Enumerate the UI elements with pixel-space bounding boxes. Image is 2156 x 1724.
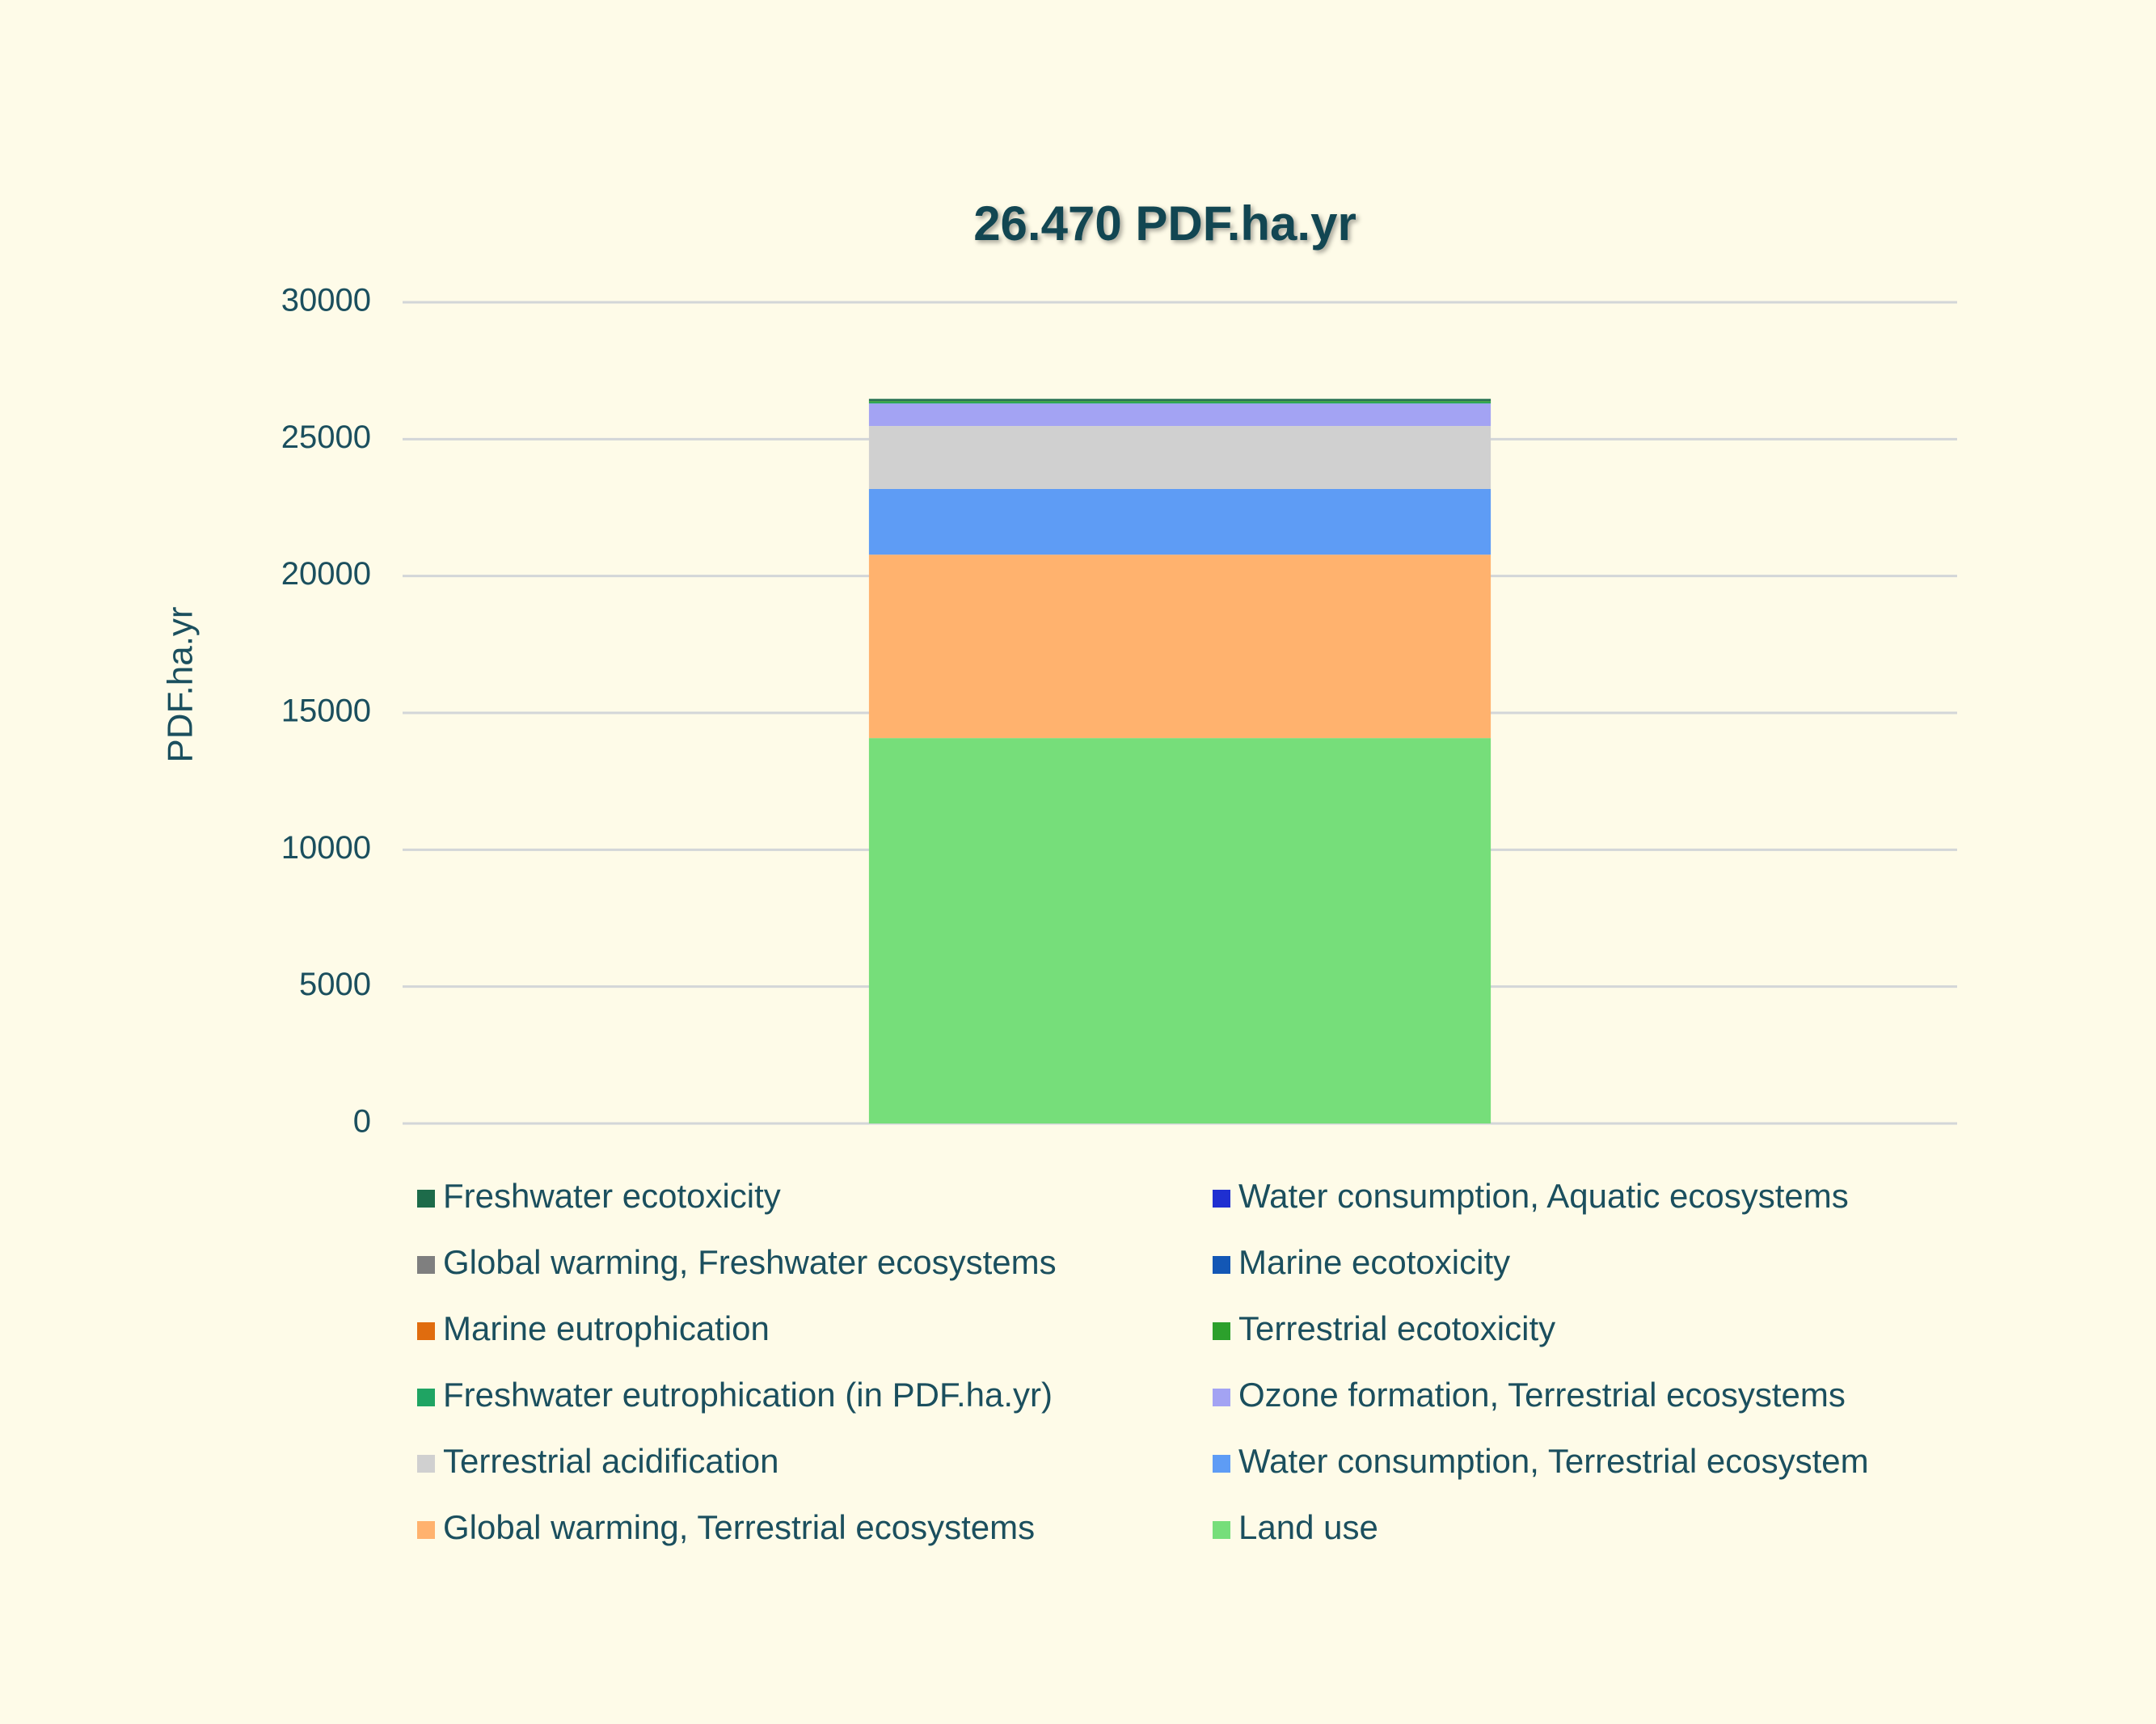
legend-swatch: [417, 1521, 435, 1539]
legend-label: Marine ecotoxicity: [1238, 1243, 1510, 1281]
legend-label: Ozone formation, Terrestrial ecosystems: [1238, 1376, 1846, 1414]
legend-swatch: [1213, 1190, 1230, 1208]
legend-swatch: [1213, 1322, 1230, 1340]
bar-segment: [868, 488, 1491, 555]
y-tick-label: 15000: [281, 693, 371, 729]
y-axis-label: PDF.ha.yr: [161, 606, 200, 762]
legend-label: Water consumption, Terrestrial ecosystem: [1238, 1442, 1869, 1480]
y-tick-label: 20000: [281, 556, 371, 592]
legend-label: Terrestrial acidification: [443, 1442, 779, 1480]
legend-swatch: [417, 1322, 435, 1340]
legend-label: Freshwater ecotoxicity: [443, 1177, 781, 1215]
legend-swatch: [417, 1256, 435, 1274]
bar-segment: [868, 554, 1491, 739]
y-tick-label: 25000: [281, 419, 371, 455]
legend-label: Land use: [1238, 1508, 1378, 1546]
chart-title: 26.470 PDF.ha.yr: [973, 196, 1356, 251]
bar-segment: [868, 398, 1491, 401]
legend-swatch: [417, 1389, 435, 1406]
bar-segment: [868, 401, 1491, 403]
legend-label: Global warming, Freshwater ecosystems: [443, 1243, 1057, 1281]
legend-swatch: [417, 1455, 435, 1473]
y-tick-label: 0: [353, 1104, 371, 1140]
y-tick-label: 5000: [299, 967, 371, 1002]
legend-swatch: [1213, 1256, 1230, 1274]
legend-swatch: [1213, 1389, 1230, 1406]
legend-label: Terrestrial ecotoxicity: [1238, 1309, 1555, 1347]
y-tick-label: 30000: [281, 283, 371, 318]
bar-segment: [868, 403, 1491, 427]
bar-segment: [868, 738, 1491, 1123]
legend-swatch: [1213, 1521, 1230, 1539]
legend-label: Marine eutrophication: [443, 1309, 770, 1347]
legend-label: Freshwater eutrophication (in PDF.ha.yr): [443, 1376, 1053, 1414]
legend-label: Global warming, Terrestrial ecosystems: [443, 1508, 1035, 1546]
bar-segment: [868, 426, 1491, 489]
legend-label: Water consumption, Aquatic ecosystems: [1238, 1177, 1849, 1215]
legend-swatch: [1213, 1455, 1230, 1473]
legend-swatch: [417, 1190, 435, 1208]
y-tick-label: 10000: [281, 830, 371, 866]
